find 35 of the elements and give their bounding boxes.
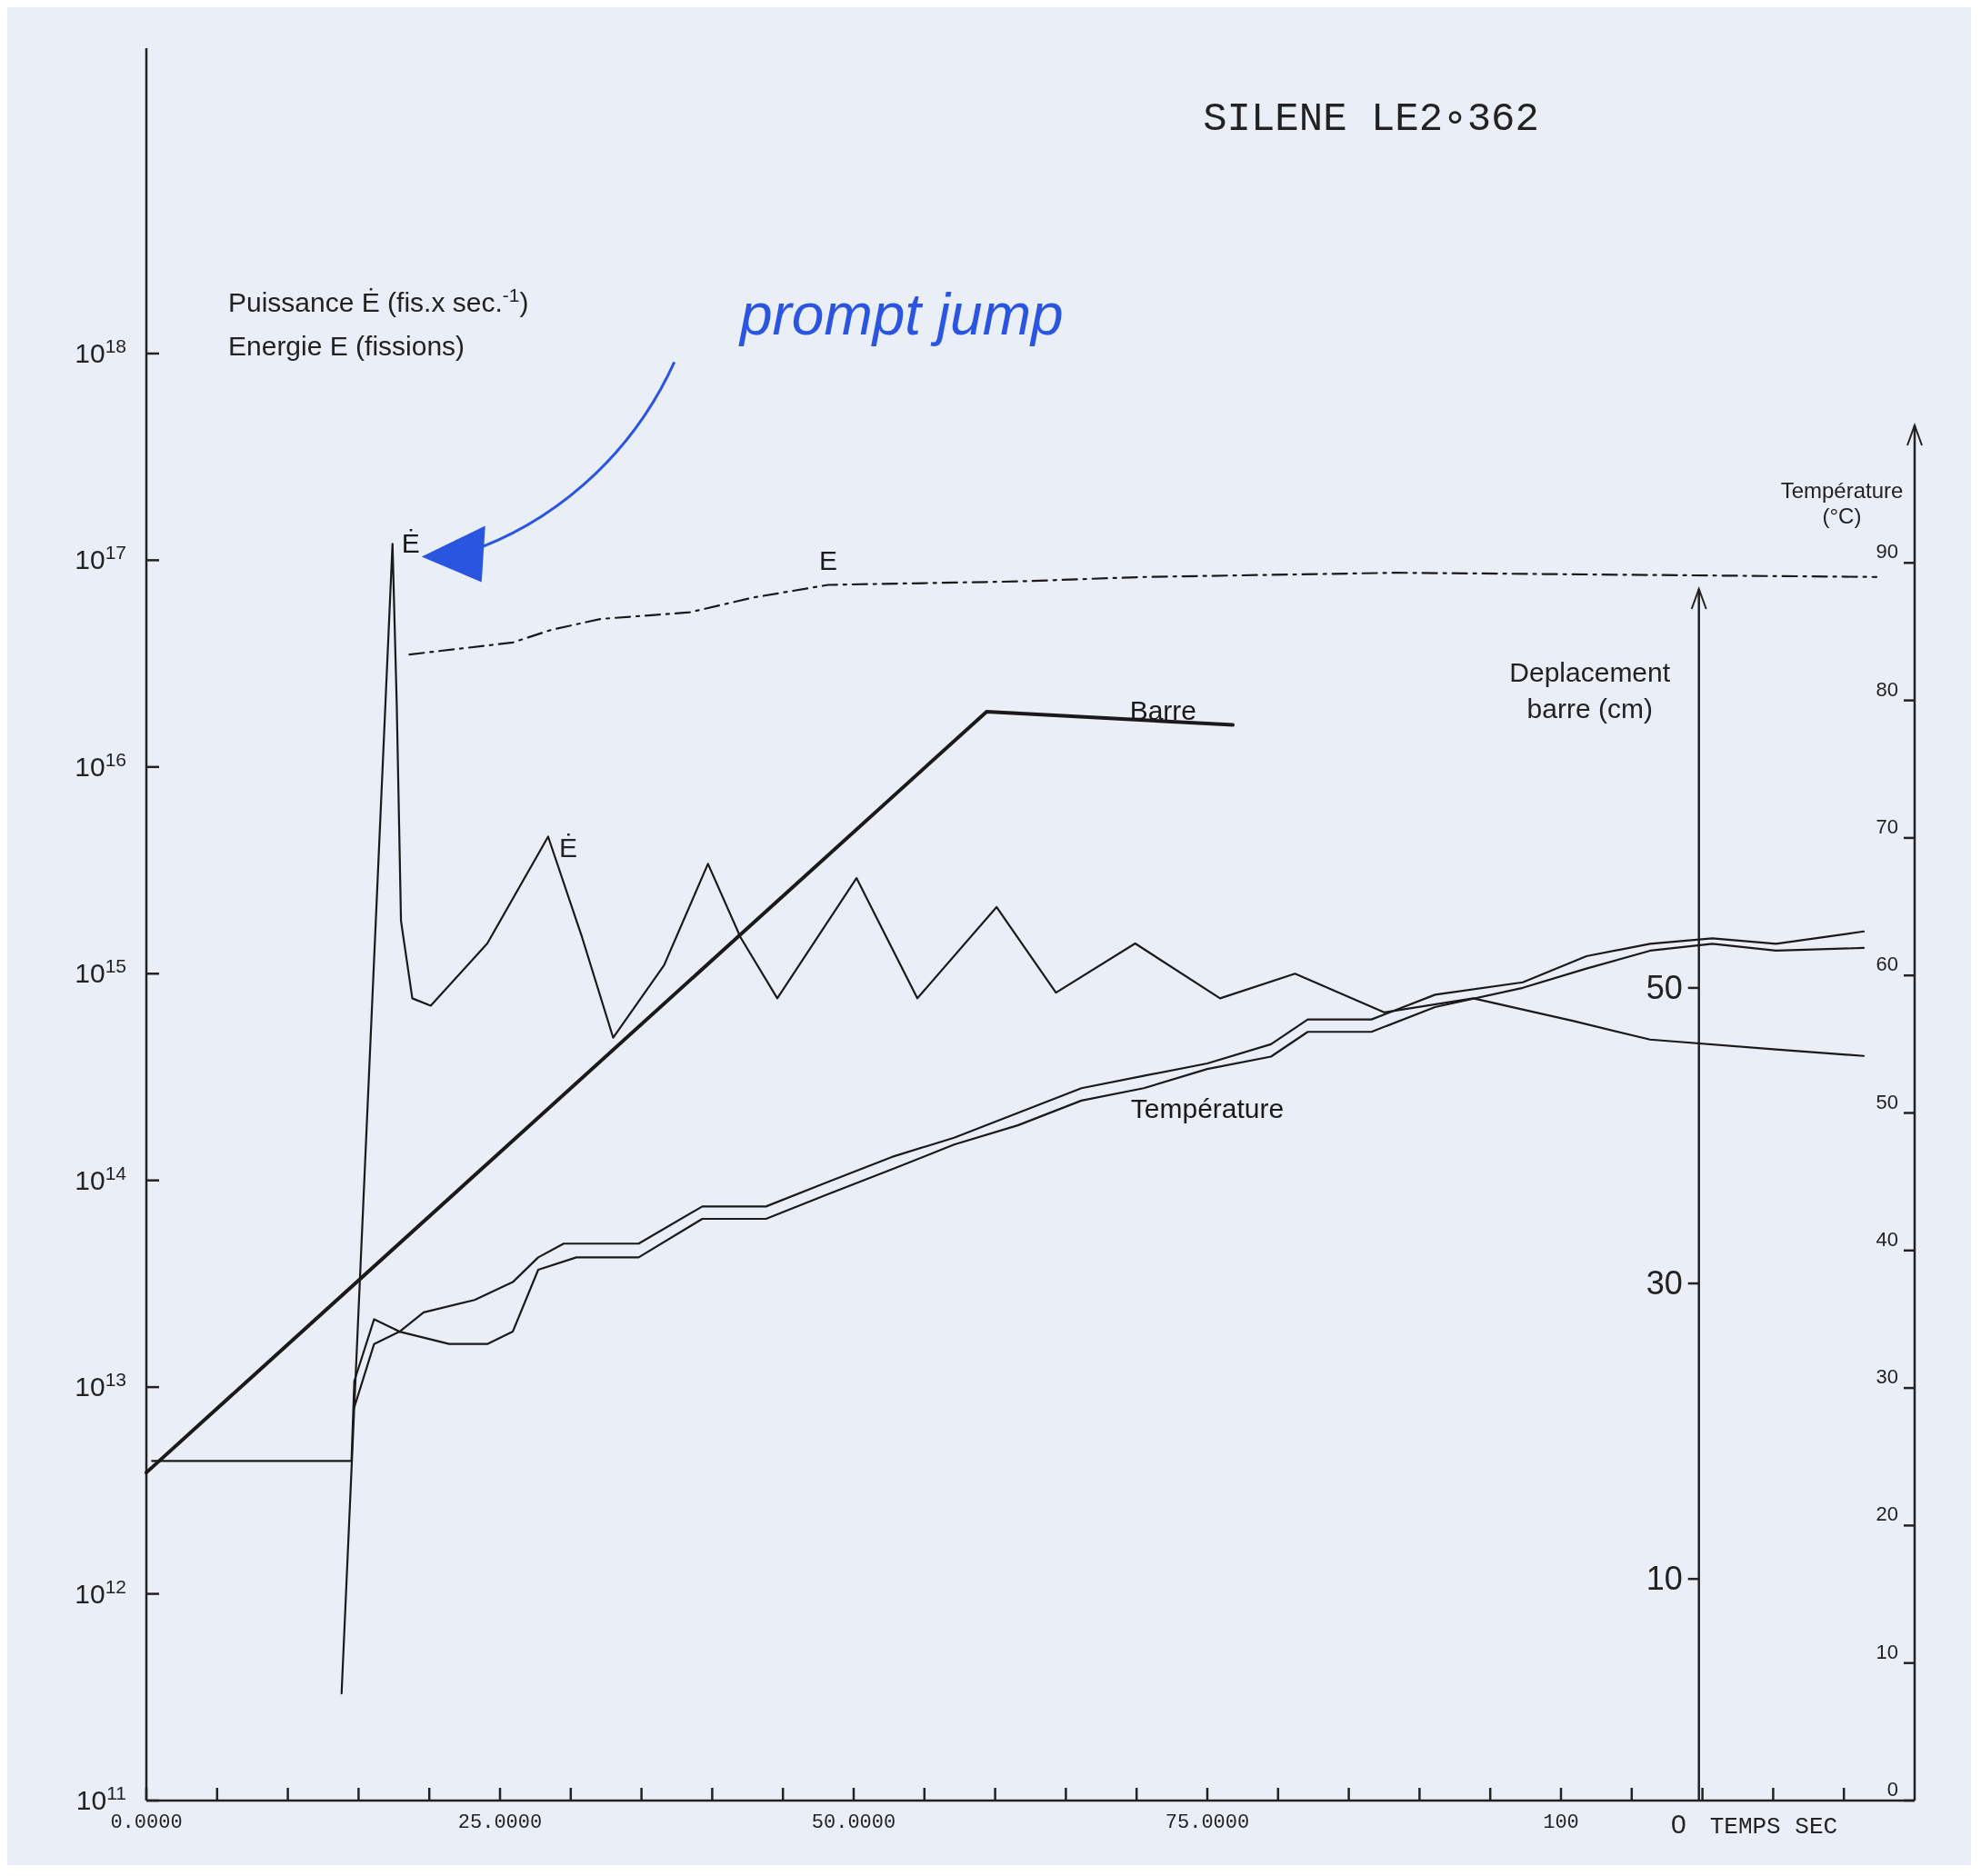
y-tick-label: 10$^{18}$ xyxy=(75,334,126,368)
y-tick-label: 10$^{13}$ xyxy=(75,1368,126,1402)
y-tick-label: 10$^{14}$ xyxy=(75,1162,127,1195)
y2-tick-label: 70 xyxy=(1876,814,1898,838)
y3-tick-label: 10 xyxy=(1646,1560,1683,1598)
y-tick-label: 10$^{12}$ xyxy=(75,1575,126,1609)
y2-tick-label: 40 xyxy=(1876,1227,1898,1251)
series-label: Ė xyxy=(401,528,420,559)
y-tick-label: 10$^{16}$ xyxy=(75,748,126,782)
text: 0 xyxy=(1671,1809,1686,1839)
x-axis-title: TEMPS SEC xyxy=(1709,1813,1838,1841)
y-tick-label: 10$^{17}$ xyxy=(75,541,126,575)
y2-tick-label: 80 xyxy=(1876,677,1898,701)
y-tick-label: 10$^{15}$ xyxy=(75,954,126,989)
y2-tick-label: 10 xyxy=(1876,1640,1898,1663)
annotation: Ė xyxy=(558,832,577,863)
annotation: prompt jump xyxy=(737,282,1064,348)
y2-tick-label: 30 xyxy=(1876,1365,1898,1389)
text: Puissance Ė (fis.x sec.$^{-1}$) Energie E (fissions) xyxy=(228,284,529,361)
y2-axis-title: Température (°C) xyxy=(1780,478,1904,528)
y2-tick-label: 60 xyxy=(1876,953,1898,976)
y2-tick-label: 50 xyxy=(1876,1090,1898,1113)
text: SILENE LE2∘362 xyxy=(1203,96,1539,142)
series-label: E xyxy=(818,545,837,576)
y2-tick-label: 0 xyxy=(1886,1778,1898,1801)
x-tick-label: 25.0000 xyxy=(457,1811,543,1834)
x-tick-label: 50.0000 xyxy=(811,1811,896,1834)
y3-tick-label: 50 xyxy=(1646,968,1683,1006)
y3-axis-title: Deplacement barre (cm) xyxy=(1509,657,1671,723)
y3-tick-label: 30 xyxy=(1646,1264,1683,1302)
x-tick-label: 75.0000 xyxy=(1165,1811,1250,1834)
series-label: Température xyxy=(1130,1093,1285,1124)
y2-tick-label: 20 xyxy=(1876,1502,1898,1526)
y2-tick-label: 90 xyxy=(1876,540,1898,564)
x-tick-label: 100 xyxy=(1543,1811,1579,1834)
